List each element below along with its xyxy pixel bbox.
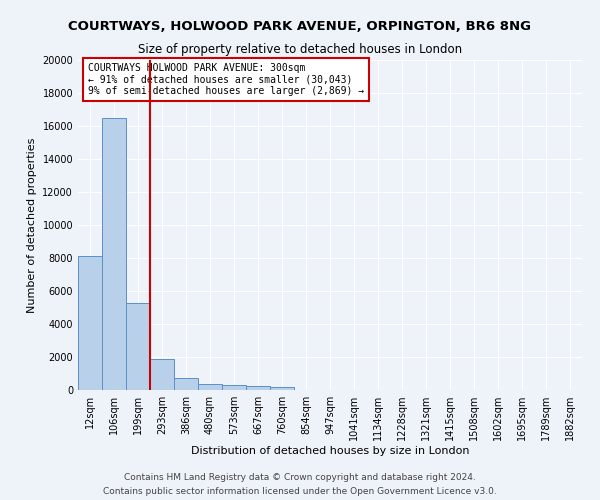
Bar	[126, 302, 150, 390]
Text: COURTWAYS HOLWOOD PARK AVENUE: 300sqm
← 91% of detached houses are smaller (30,0: COURTWAYS HOLWOOD PARK AVENUE: 300sqm ← …	[88, 64, 364, 96]
Text: Contains HM Land Registry data © Crown copyright and database right 2024.: Contains HM Land Registry data © Crown c…	[124, 473, 476, 482]
X-axis label: Distribution of detached houses by size in London: Distribution of detached houses by size …	[191, 446, 469, 456]
Text: Size of property relative to detached houses in London: Size of property relative to detached ho…	[138, 42, 462, 56]
Bar	[270, 387, 294, 390]
Bar	[246, 386, 270, 390]
Bar	[78, 256, 102, 390]
Text: COURTWAYS, HOLWOOD PARK AVENUE, ORPINGTON, BR6 8NG: COURTWAYS, HOLWOOD PARK AVENUE, ORPINGTO…	[68, 20, 532, 33]
Bar	[150, 360, 174, 390]
Y-axis label: Number of detached properties: Number of detached properties	[27, 138, 37, 312]
Bar	[174, 378, 198, 390]
Bar	[198, 384, 222, 390]
Bar	[102, 118, 126, 390]
Text: Contains public sector information licensed under the Open Government Licence v3: Contains public sector information licen…	[103, 486, 497, 496]
Bar	[222, 386, 246, 390]
